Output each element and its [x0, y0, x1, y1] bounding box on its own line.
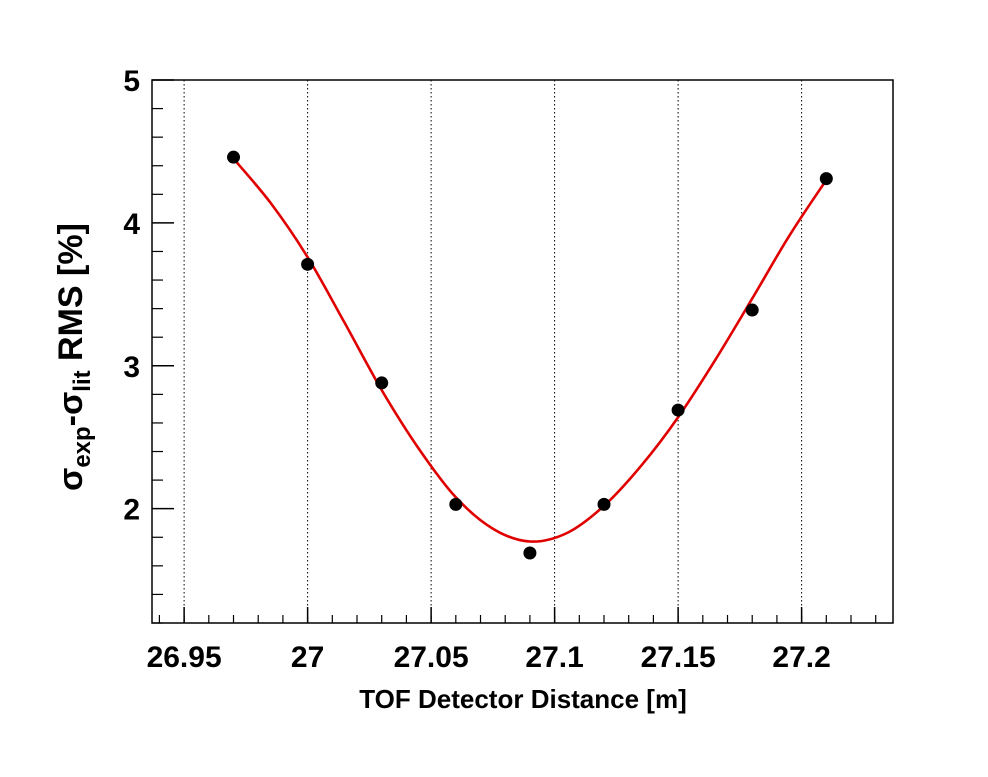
- x-tick-label: 27.1: [525, 641, 583, 674]
- x-tick-label: 27.05: [394, 641, 469, 674]
- data-point: [449, 497, 463, 511]
- series-layer: [227, 150, 833, 560]
- y-tick-label: 4: [123, 208, 140, 241]
- y-axis-title-rest: RMS [%]: [52, 223, 90, 370]
- data-point: [745, 303, 759, 317]
- y-tick-label: 3: [123, 351, 140, 384]
- y-axis-title-sub-lit: lit: [69, 370, 96, 391]
- tick-layer: [152, 79, 877, 624]
- x-tick-label: 27: [291, 641, 324, 674]
- y-axis-title-sigma-lit: σ: [52, 392, 90, 415]
- y-axis-title-sub-exp: exp: [69, 426, 96, 467]
- data-point: [819, 172, 833, 186]
- y-axis-title-dash: -: [52, 415, 90, 426]
- y-axis-title: σexp-σlit RMS [%]: [52, 223, 96, 491]
- y-axis-title-sigma-exp: σ: [52, 468, 90, 491]
- y-tick-label: 5: [123, 65, 140, 98]
- data-point: [597, 497, 611, 511]
- data-point: [227, 150, 241, 164]
- data-point: [301, 257, 315, 271]
- grid-layer: [183, 80, 803, 623]
- y-tick-label: 2: [123, 494, 140, 527]
- tick-label-layer: 26.95 27 27.05 27.1 27.15 27.2 2 3 4 5: [123, 65, 830, 674]
- data-point: [523, 546, 537, 560]
- x-tick-label: 27.15: [641, 641, 716, 674]
- x-tick-label: 26.95: [147, 641, 222, 674]
- data-point: [375, 376, 389, 390]
- x-tick-label: 27.2: [772, 641, 830, 674]
- plot-frame: [151, 79, 894, 624]
- x-axis-title: TOF Detector Distance [m]: [359, 684, 686, 714]
- data-point: [671, 403, 685, 417]
- fit-curve: [232, 157, 828, 543]
